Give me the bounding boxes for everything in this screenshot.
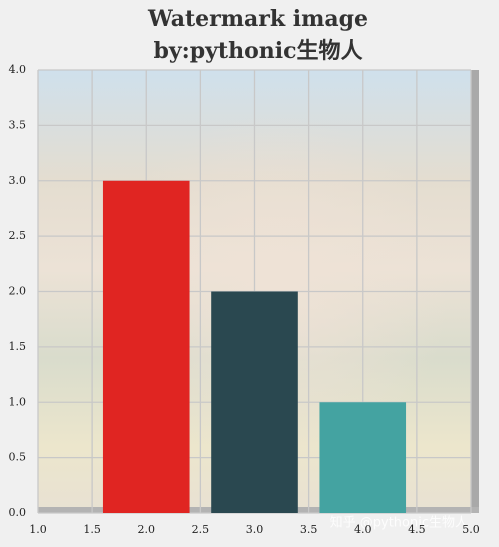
chart-title: Watermark image bbox=[147, 6, 368, 32]
x-tick-label: 4.0 bbox=[354, 523, 372, 536]
y-tick-label: 3.5 bbox=[9, 118, 27, 131]
x-tick-label: 3.5 bbox=[300, 523, 318, 536]
x-tick-label: 1.5 bbox=[83, 523, 101, 536]
bar bbox=[319, 402, 407, 513]
y-tick-label: 3.0 bbox=[9, 174, 27, 187]
y-tick-label: 1.5 bbox=[9, 340, 27, 353]
x-tick-label: 2.5 bbox=[192, 523, 210, 536]
y-tick-label: 4.0 bbox=[9, 63, 27, 76]
bar bbox=[211, 291, 298, 513]
watermark-text: 知乎 @pythonic生物人 bbox=[330, 515, 468, 531]
x-tick-label: 1.0 bbox=[29, 523, 47, 536]
bar bbox=[102, 180, 190, 513]
x-tick-label: 2.0 bbox=[138, 523, 156, 536]
y-tick-label: 2.5 bbox=[9, 229, 27, 242]
x-tick-label: 3.0 bbox=[246, 523, 264, 536]
x-tick-label: 4.5 bbox=[408, 523, 426, 536]
y-tick-label: 0.0 bbox=[9, 506, 27, 519]
y-tick-label: 2.0 bbox=[9, 285, 27, 298]
y-tick-label: 1.0 bbox=[9, 395, 27, 408]
x-tick-label: 5.0 bbox=[462, 523, 480, 536]
y-tick-label: 0.5 bbox=[9, 451, 27, 464]
chart-title: by:pythonic生物人 bbox=[153, 38, 362, 64]
